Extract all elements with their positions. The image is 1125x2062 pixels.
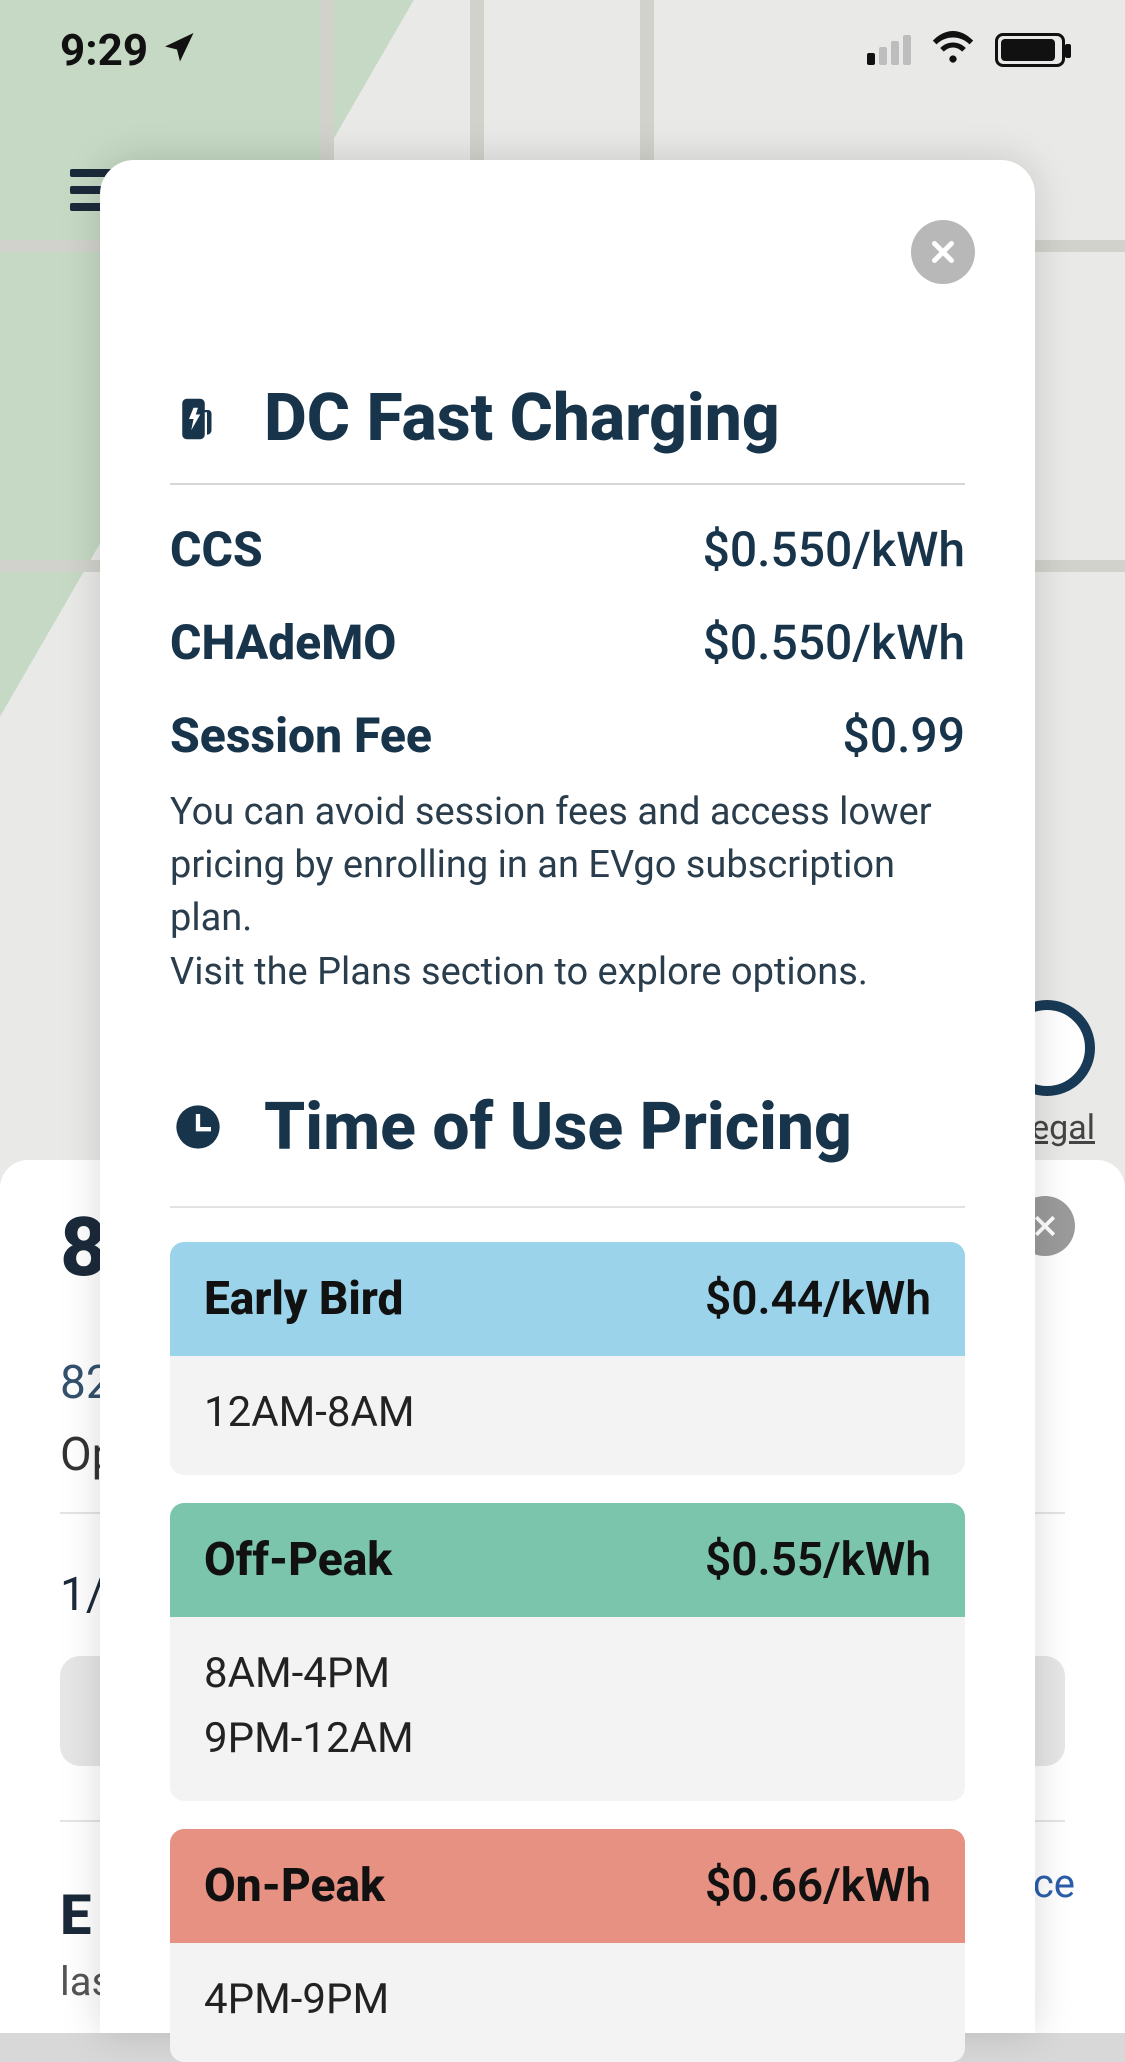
on-peak-price: $0.66/kWh — [705, 1859, 931, 1913]
battery-icon — [995, 33, 1065, 67]
tou-band-off-peak: Off-Peak $0.55/kWh 8AM-4PM 9PM-12AM — [170, 1503, 965, 1801]
off-peak-label: Off-Peak — [204, 1533, 392, 1587]
price-row-chademo: CHAdeMO $0.550/kWh — [170, 614, 965, 671]
early-bird-label: Early Bird — [204, 1272, 403, 1326]
ccs-label: CCS — [170, 521, 263, 578]
status-bar: 9:29 — [0, 0, 1125, 100]
charger-icon — [170, 391, 226, 447]
tou-band-on-peak: On-Peak $0.66/kWh 4PM-9PM — [170, 1829, 965, 2062]
tou-band-early-bird: Early Bird $0.44/kWh 12AM-8AM — [170, 1242, 965, 1475]
clock-icon — [170, 1099, 226, 1155]
tou-header: Time of Use Pricing — [170, 1089, 965, 1166]
ccs-price: $0.550/kWh — [703, 521, 965, 578]
dc-fast-title: DC Fast Charging — [264, 380, 780, 457]
session-fee-price: $0.99 — [843, 707, 965, 764]
off-peak-time-1: 8AM-4PM — [204, 1641, 931, 1706]
session-fee-label: Session Fee — [170, 707, 432, 764]
dc-fast-header: DC Fast Charging — [170, 380, 965, 457]
early-bird-time: 12AM-8AM — [204, 1380, 931, 1445]
chademo-label: CHAdeMO — [170, 614, 396, 671]
status-time: 9:29 — [60, 24, 148, 76]
subscription-note: You can avoid session fees and access lo… — [170, 786, 965, 999]
off-peak-time-2: 9PM-12AM — [204, 1706, 931, 1771]
location-icon — [162, 30, 198, 70]
divider — [170, 483, 965, 485]
legal-link[interactable]: egal — [1031, 1108, 1095, 1148]
early-bird-price: $0.44/kWh — [705, 1272, 931, 1326]
tou-title: Time of Use Pricing — [264, 1089, 852, 1166]
price-row-session: Session Fee $0.99 — [170, 707, 965, 764]
chademo-price: $0.550/kWh — [703, 614, 965, 671]
signal-icon — [867, 35, 911, 65]
on-peak-time: 4PM-9PM — [204, 1967, 931, 2032]
price-row-ccs: CCS $0.550/kWh — [170, 521, 965, 578]
pricing-modal: DC Fast Charging CCS $0.550/kWh CHAdeMO … — [100, 160, 1035, 2033]
close-button[interactable] — [911, 220, 975, 284]
on-peak-label: On-Peak — [204, 1859, 385, 1913]
off-peak-price: $0.55/kWh — [705, 1533, 931, 1587]
wifi-icon — [931, 26, 975, 74]
divider — [170, 1206, 965, 1208]
